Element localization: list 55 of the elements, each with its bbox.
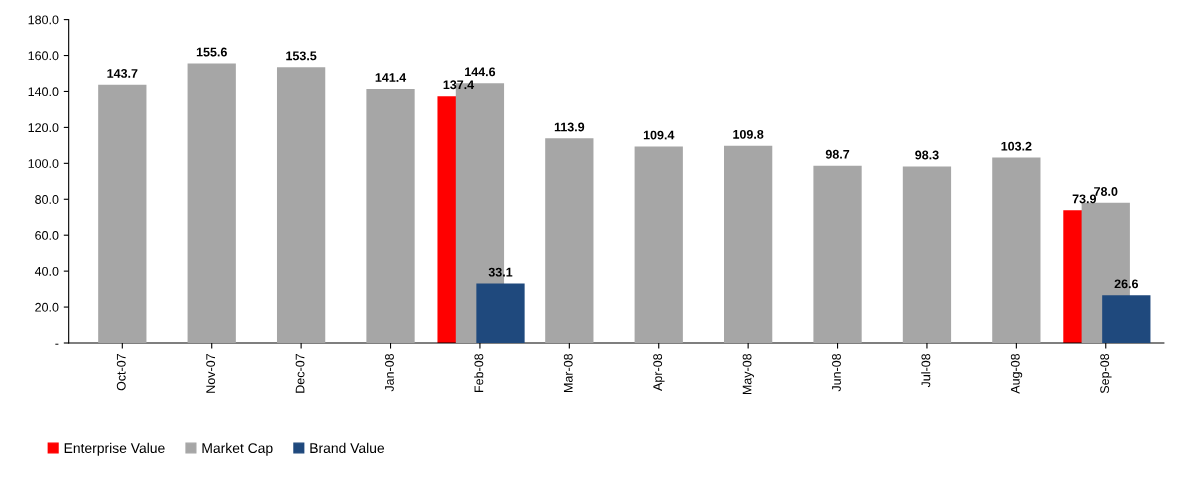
y-tick-label: 180.0 (28, 15, 59, 25)
data-label: 78.0 (1094, 187, 1118, 196)
x-tick-label: Aug-08 (1010, 353, 1023, 394)
data-label: 109.8 (733, 129, 764, 139)
y-tick-label: 60.0 (35, 231, 59, 240)
x-tick-label: Jul-08 (921, 353, 931, 388)
data-label: 26.6 (1114, 279, 1139, 289)
bar (724, 145, 773, 343)
legend-label: Enterprise Value (64, 442, 165, 456)
data-label: 103.2 (1001, 141, 1032, 151)
y-tick-label: 80.0 (35, 195, 59, 204)
y-tick-label: 100.0 (28, 159, 59, 168)
data-label: 144.6 (465, 67, 496, 77)
bar (634, 146, 683, 343)
x-tick-label: Apr-08 (653, 353, 665, 391)
data-label: 98.3 (915, 150, 939, 160)
data-label: 109.4 (643, 130, 675, 140)
x-tick-label: Mar-08 (563, 353, 573, 392)
data-label: 113.9 (554, 122, 585, 132)
y-tick-label: 120.0 (28, 123, 59, 133)
x-tick-label: Feb-08 (474, 353, 484, 392)
x-tick-label: Sep-08 (1100, 353, 1112, 394)
bar (545, 138, 594, 343)
data-label: 141.4 (375, 73, 407, 82)
y-tick-label: 20.0 (35, 302, 59, 312)
y-tick-label: - (55, 343, 59, 345)
bar (476, 283, 525, 343)
bar (1102, 295, 1151, 343)
data-label: 73.9 (1072, 194, 1096, 204)
bar (187, 63, 236, 343)
bar (366, 88, 415, 343)
data-label: 153.5 (286, 51, 317, 61)
legend-label: Brand Value (310, 442, 385, 454)
x-tick-label: Oct-07 (116, 354, 126, 391)
bar (813, 165, 862, 343)
bar (276, 67, 326, 343)
y-tick-label: 140.0 (28, 87, 59, 97)
x-tick-label: May-08 (742, 353, 754, 395)
data-label: 137.4 (443, 80, 475, 90)
bar (437, 96, 459, 343)
data-label: 143.7 (107, 69, 138, 78)
bar (98, 84, 147, 343)
bar (902, 166, 952, 343)
y-tick-label: 160.0 (28, 51, 59, 61)
y-tick-label: 40.0 (34, 266, 59, 276)
legend-label: Market Cap (202, 442, 273, 456)
x-tick-label: Nov-07 (206, 354, 216, 393)
data-label: 98.7 (825, 149, 850, 159)
x-tick-label: Dec-07 (295, 354, 305, 393)
x-tick-label: Jan-08 (385, 353, 394, 392)
bar (1063, 210, 1084, 343)
bar (992, 157, 1041, 343)
data-label: 155.6 (196, 47, 227, 57)
data-label: 33.1 (488, 267, 513, 277)
x-tick-label: Jun-08 (832, 353, 841, 392)
